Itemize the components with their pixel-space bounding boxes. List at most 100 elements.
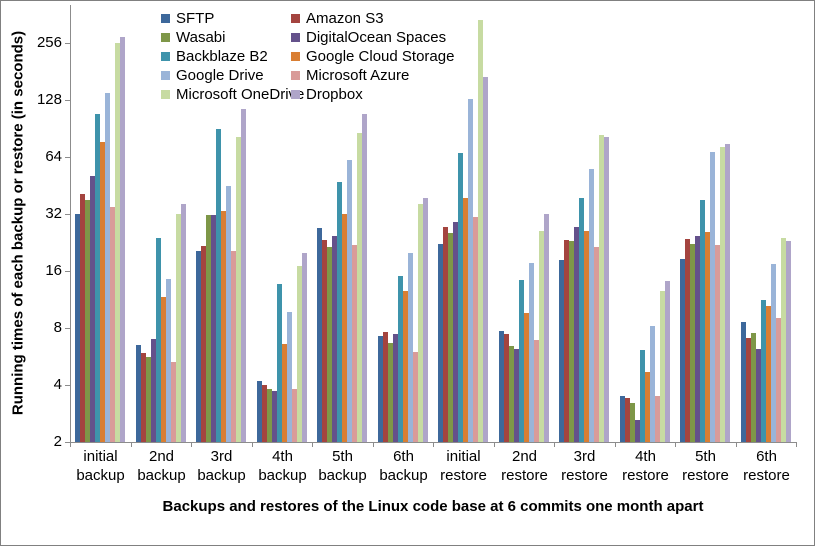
x-category-label: 4th backup: [252, 447, 313, 485]
bar-digitalocean-spaces: [635, 420, 640, 442]
bar-dropbox: [362, 114, 367, 442]
x-tick: [373, 442, 374, 447]
y-tick: [65, 442, 70, 443]
legend-swatch-icon: [291, 14, 300, 23]
x-tick: [70, 442, 71, 447]
bar-dropbox: [302, 253, 307, 442]
y-tick-label: 16: [45, 262, 62, 279]
x-category-label-line: restore: [501, 467, 548, 484]
y-tick: [65, 157, 70, 158]
bar-wasabi: [146, 357, 151, 442]
legend-item: Google Cloud Storage: [291, 47, 454, 66]
x-category-label: 3rd backup: [191, 447, 252, 485]
bar-google-drive: [529, 263, 534, 442]
bar-microsoft-azure: [776, 318, 781, 442]
legend-row: Microsoft OneDrive Dropbox: [161, 85, 454, 104]
legend-label: Wasabi: [176, 29, 226, 46]
bar-dropbox: [665, 281, 670, 442]
bar-dropbox: [241, 109, 246, 442]
x-category-label-line: initial: [446, 448, 481, 465]
bar-digitalocean-spaces: [695, 236, 700, 442]
legend-row: SFTP Amazon S3: [161, 9, 454, 28]
bar-wasabi: [690, 244, 695, 442]
bar-sftp: [741, 322, 746, 442]
bar-microsoft-azure: [534, 340, 539, 442]
bar-google-drive: [287, 312, 292, 442]
x-tick: [433, 442, 434, 447]
bar-google-drive: [710, 152, 715, 442]
bar-microsoft-onedrive: [176, 214, 181, 442]
bar-google-drive: [468, 99, 473, 442]
y-tick-label: 4: [53, 376, 62, 393]
bar-dropbox: [786, 241, 791, 442]
bar-amazon-s3: [564, 240, 569, 442]
legend-item: Wasabi: [161, 28, 291, 47]
bar-microsoft-azure: [110, 207, 115, 442]
x-tick: [252, 442, 253, 447]
legend-label: Amazon S3: [306, 10, 384, 27]
bar-google-drive: [347, 160, 352, 442]
y-tick: [65, 385, 70, 386]
bar-sftp: [75, 214, 80, 442]
x-category-label-line: 2nd: [511, 448, 538, 465]
legend-swatch-icon: [161, 71, 170, 80]
bar-sftp: [378, 336, 383, 442]
legend-swatch-icon: [291, 33, 300, 42]
legend-item: DigitalOcean Spaces: [291, 28, 446, 47]
bar-google-cloud-storage: [342, 214, 347, 442]
bar-google-cloud-storage: [221, 211, 226, 442]
legend-swatch-icon: [291, 52, 300, 61]
bar-dropbox: [120, 37, 125, 442]
bar-wasabi: [569, 241, 574, 442]
legend-swatch-icon: [161, 14, 170, 23]
bar-google-cloud-storage: [161, 297, 166, 442]
bar-sftp: [499, 331, 504, 442]
bar-google-cloud-storage: [766, 306, 771, 442]
legend-swatch-icon: [161, 52, 170, 61]
y-tick-label: 32: [45, 205, 62, 222]
bar-amazon-s3: [80, 194, 85, 442]
x-category-label: 5th backup: [312, 447, 373, 485]
legend-item: Google Drive: [161, 66, 291, 85]
bar-google-drive: [105, 93, 110, 442]
bar-dropbox: [181, 204, 186, 442]
bar-microsoft-azure: [231, 251, 236, 442]
bar-microsoft-azure: [473, 217, 478, 442]
x-category-label-line: 5th: [695, 448, 716, 465]
x-tick: [554, 442, 555, 447]
y-tick-label: 128: [36, 91, 62, 108]
x-tick: [312, 442, 313, 447]
legend-label: Microsoft Azure: [306, 67, 410, 84]
legend-label: Microsoft OneDrive: [176, 86, 305, 103]
bar-backblaze-b2: [458, 153, 463, 442]
bar-wasabi: [509, 346, 514, 442]
bar-digitalocean-spaces: [453, 222, 458, 442]
legend-label: Google Cloud Storage: [306, 48, 455, 65]
bar-backblaze-b2: [761, 300, 766, 442]
x-category-label: 3rd restore: [554, 447, 615, 485]
bar-amazon-s3: [504, 334, 509, 442]
bar-microsoft-azure: [352, 245, 357, 442]
bar-wasabi: [327, 247, 332, 442]
x-tick: [131, 442, 132, 447]
bar-backblaze-b2: [640, 350, 645, 442]
bar-sftp: [136, 345, 141, 442]
legend: SFTP Amazon S3 Wasabi DigitalOcean Spaces Ba…: [161, 9, 454, 104]
bar-microsoft-onedrive: [418, 204, 423, 442]
bar-dropbox: [423, 198, 428, 442]
bar-amazon-s3: [141, 353, 146, 442]
x-category-label-line: backup: [258, 467, 307, 484]
bar-google-drive: [166, 279, 171, 442]
legend-label: SFTP: [176, 10, 215, 27]
bar-microsoft-azure: [655, 396, 660, 442]
legend-swatch-icon: [161, 90, 170, 99]
bar-digitalocean-spaces: [514, 349, 519, 442]
bar-sftp: [559, 260, 564, 442]
x-category-label-line: 5th: [332, 448, 353, 465]
y-tick-label: 256: [36, 34, 62, 51]
bar-microsoft-azure: [413, 352, 418, 442]
bar-digitalocean-spaces: [756, 349, 761, 442]
bar-backblaze-b2: [398, 276, 403, 442]
x-tick: [615, 442, 616, 447]
legend-label: DigitalOcean Spaces: [306, 29, 447, 46]
